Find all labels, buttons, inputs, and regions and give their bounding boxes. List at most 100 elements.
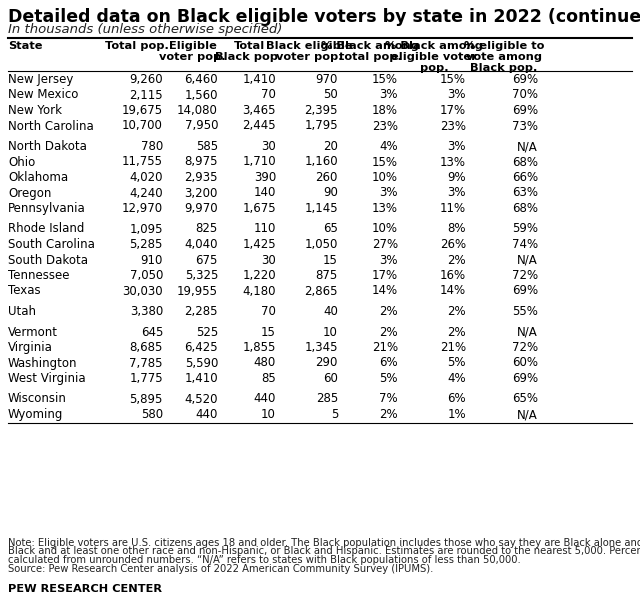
Text: 65%: 65% [512,393,538,405]
Text: 2,115: 2,115 [129,88,163,101]
Text: Virginia: Virginia [8,341,53,354]
Text: 390: 390 [253,171,276,184]
Text: 4,040: 4,040 [184,238,218,251]
Text: 2,445: 2,445 [243,120,276,132]
Text: Oregon: Oregon [8,187,51,200]
Text: 2%: 2% [380,305,398,318]
Text: 15: 15 [261,325,276,339]
Text: 1,675: 1,675 [243,202,276,215]
Text: 14%: 14% [440,284,466,297]
Text: 1,855: 1,855 [243,341,276,354]
Text: 3%: 3% [380,88,398,101]
Text: Note: Eligible voters are U.S. citizens ages 18 and older. The Black population : Note: Eligible voters are U.S. citizens … [8,538,640,548]
Text: 19,675: 19,675 [122,104,163,117]
Text: 3,380: 3,380 [130,305,163,318]
Text: 17%: 17% [440,104,466,117]
Text: 1%: 1% [447,408,466,421]
Text: 1,160: 1,160 [305,156,338,169]
Text: South Dakota: South Dakota [8,253,88,266]
Text: 10%: 10% [372,171,398,184]
Text: 3%: 3% [380,253,398,266]
Text: 1,425: 1,425 [243,238,276,251]
Text: New York: New York [8,104,62,117]
Text: calculated from unrounded numbers. “N/A” refers to states with Black populations: calculated from unrounded numbers. “N/A”… [8,555,521,565]
Text: State: State [8,41,42,51]
Text: 15%: 15% [372,156,398,169]
Text: 2%: 2% [447,305,466,318]
Text: 13%: 13% [440,156,466,169]
Text: 3%: 3% [447,140,466,153]
Text: 40: 40 [323,305,338,318]
Text: 9,970: 9,970 [184,202,218,215]
Text: 20: 20 [323,140,338,153]
Text: 1,050: 1,050 [305,238,338,251]
Text: 4,240: 4,240 [129,187,163,200]
Text: 13%: 13% [372,202,398,215]
Text: 30: 30 [261,253,276,266]
Text: 12,970: 12,970 [122,202,163,215]
Text: 74%: 74% [512,238,538,251]
Text: 1,560: 1,560 [184,88,218,101]
Text: % eligible to
vote among
Black pop.: % eligible to vote among Black pop. [464,41,544,73]
Text: 15%: 15% [440,73,466,86]
Text: 3%: 3% [447,88,466,101]
Text: 16%: 16% [440,269,466,282]
Text: 7,950: 7,950 [184,120,218,132]
Text: 4,020: 4,020 [129,171,163,184]
Text: 580: 580 [141,408,163,421]
Text: 30: 30 [261,140,276,153]
Text: 14%: 14% [372,284,398,297]
Text: 285: 285 [316,393,338,405]
Text: 21%: 21% [372,341,398,354]
Text: 4,180: 4,180 [243,284,276,297]
Text: 1,710: 1,710 [243,156,276,169]
Text: 15%: 15% [372,73,398,86]
Text: Total pop.: Total pop. [104,41,168,51]
Text: 70: 70 [261,88,276,101]
Text: 9,260: 9,260 [129,73,163,86]
Text: 27%: 27% [372,238,398,251]
Text: 69%: 69% [512,372,538,385]
Text: 2%: 2% [380,408,398,421]
Text: % Black among
eligible voter
pop.: % Black among eligible voter pop. [385,41,483,73]
Text: 55%: 55% [512,305,538,318]
Text: 50: 50 [323,88,338,101]
Text: 1,410: 1,410 [184,372,218,385]
Text: 6%: 6% [447,393,466,405]
Text: 11%: 11% [440,202,466,215]
Text: 2,395: 2,395 [305,104,338,117]
Text: 63%: 63% [512,187,538,200]
Text: Washington: Washington [8,356,77,370]
Text: 85: 85 [261,372,276,385]
Text: 7,050: 7,050 [130,269,163,282]
Text: 2,285: 2,285 [184,305,218,318]
Text: 3,465: 3,465 [243,104,276,117]
Text: Eligible
voter pop.: Eligible voter pop. [159,41,226,62]
Text: 780: 780 [141,140,163,153]
Text: Rhode Island: Rhode Island [8,222,84,235]
Text: 21%: 21% [440,341,466,354]
Text: Utah: Utah [8,305,36,318]
Text: N/A: N/A [517,408,538,421]
Text: Detailed data on Black eligible voters by state in 2022 (continued): Detailed data on Black eligible voters b… [8,8,640,26]
Text: In thousands (unless otherwise specified): In thousands (unless otherwise specified… [8,23,282,36]
Text: 8,685: 8,685 [130,341,163,354]
Text: 11,755: 11,755 [122,156,163,169]
Text: 875: 875 [316,269,338,282]
Text: 5: 5 [331,408,338,421]
Text: West Virginia: West Virginia [8,372,86,385]
Text: 60: 60 [323,372,338,385]
Text: 5%: 5% [380,372,398,385]
Text: 90: 90 [323,187,338,200]
Text: South Carolina: South Carolina [8,238,95,251]
Text: 825: 825 [196,222,218,235]
Text: 65: 65 [323,222,338,235]
Text: N/A: N/A [517,140,538,153]
Text: 66%: 66% [512,171,538,184]
Text: 1,345: 1,345 [305,341,338,354]
Text: 70%: 70% [512,88,538,101]
Text: 8,975: 8,975 [184,156,218,169]
Text: 70: 70 [261,305,276,318]
Text: 19,955: 19,955 [177,284,218,297]
Text: 5,895: 5,895 [130,393,163,405]
